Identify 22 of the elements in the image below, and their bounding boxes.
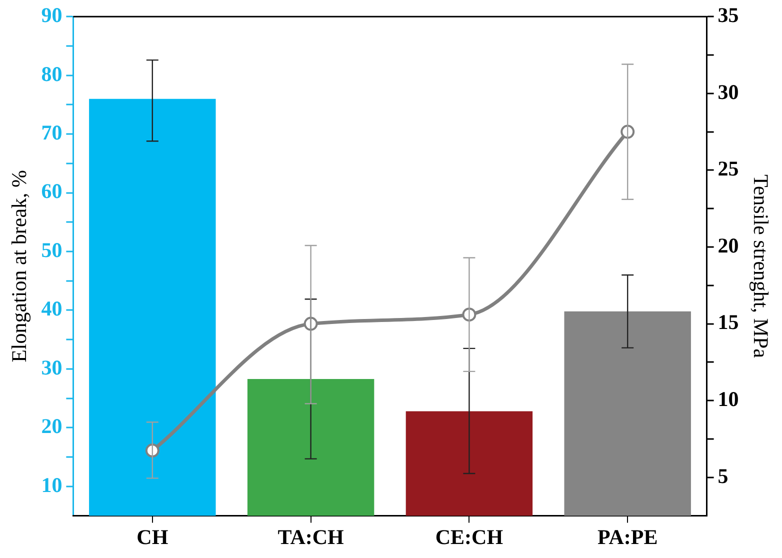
y-axis-title: Elongation at break, %: [7, 170, 32, 362]
y2-axis-title: Tensile strenght, MPa: [748, 174, 773, 359]
y2-tick-label: 30: [718, 80, 739, 104]
y2-tick-label: 20: [718, 233, 739, 258]
y-tick-label: 30: [41, 355, 62, 380]
y-tick-label: 50: [41, 238, 62, 262]
y-tick-label: 60: [41, 179, 62, 204]
y-tick-label: 90: [41, 3, 62, 28]
y-tick-label: 10: [41, 472, 62, 497]
y2-tick-label: 10: [718, 387, 739, 412]
y-tick-label: 20: [41, 414, 62, 438]
y-tick-label: 80: [41, 62, 62, 86]
x-tick-label: CH: [136, 524, 168, 549]
y2-tick-label: 35: [718, 3, 739, 28]
y2-tick-label: 15: [718, 310, 739, 334]
x-tick-label: CE:CH: [435, 524, 504, 549]
y2-tick-label: 5: [718, 464, 728, 488]
x-tick-label: PA:PE: [597, 524, 658, 549]
x-tick-label: TA:CH: [278, 524, 344, 549]
y2-tick-label: 25: [718, 156, 739, 181]
y-tick-label: 70: [41, 120, 62, 144]
y-tick-label: 40: [41, 296, 62, 321]
